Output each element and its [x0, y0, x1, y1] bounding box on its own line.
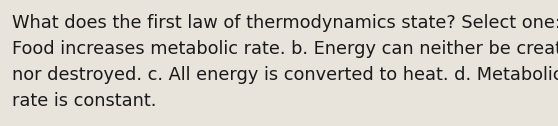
Text: nor destroyed. c. All energy is converted to heat. d. Metabolic: nor destroyed. c. All energy is converte… [12, 66, 558, 84]
Text: rate is constant.: rate is constant. [12, 92, 156, 110]
Text: Food increases metabolic rate. b. Energy can neither be created: Food increases metabolic rate. b. Energy… [12, 40, 558, 58]
Text: What does the first law of thermodynamics state? Select one: a.: What does the first law of thermodynamic… [12, 14, 558, 32]
